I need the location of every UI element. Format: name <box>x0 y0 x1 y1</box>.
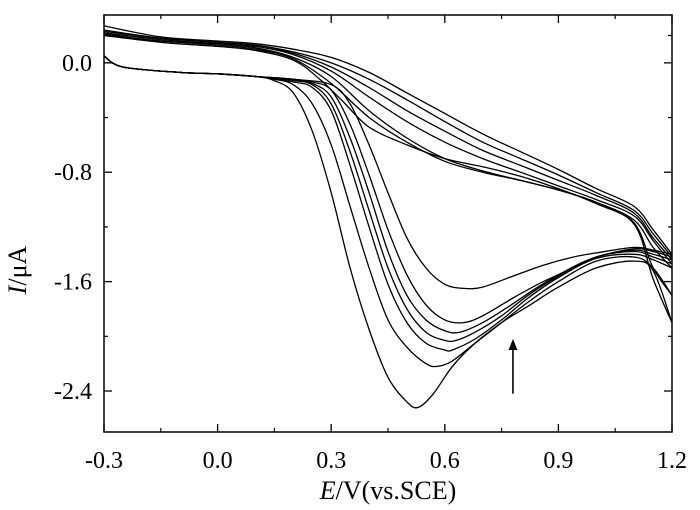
ticks-group: -0.3 0.0 0.3 0.6 0.9 1.2 0.0 -0.8 -1.6 -2.4 <box>54 15 687 474</box>
x-tick-label: 0.0 <box>203 448 233 474</box>
arrow-annotation <box>508 339 518 394</box>
plot-frame <box>103 14 673 433</box>
arrow-head <box>508 339 518 351</box>
cv-curve-3-reverse-scan <box>103 33 673 269</box>
x-tick-label: -0.3 <box>85 448 123 474</box>
y-tick-label: 0.0 <box>62 51 92 77</box>
cv-curve-3-forward-scan <box>103 55 673 352</box>
x-tick-label: 1.2 <box>657 448 687 474</box>
y-axis-label: I/μA <box>3 245 32 295</box>
cv-curve-4-reverse-scan <box>103 32 673 265</box>
x-tick-label: 0.9 <box>543 448 573 474</box>
cv-curve-2-forward-scan <box>103 55 673 368</box>
cv-curve-5-forward-scan <box>103 55 673 334</box>
y-tick-label: -0.8 <box>54 160 92 186</box>
cv-curve-6-reverse-scan <box>103 29 673 258</box>
cv-curve-1-forward-scan <box>103 55 673 409</box>
x-axis-label: E/V(vs.SCE) <box>319 476 457 505</box>
curves-group <box>103 25 673 409</box>
x-tick-label: 0.3 <box>316 448 346 474</box>
cv-curve-1-reverse-scan <box>103 34 673 323</box>
y-tick-label: -1.6 <box>54 270 92 296</box>
cv-curve-7-reverse-scan <box>103 25 673 255</box>
cv-curve-5-reverse-scan <box>103 30 673 261</box>
cv-curve-7-forward-scan <box>103 55 673 290</box>
y-tick-label: -2.4 <box>54 379 92 405</box>
x-tick-label: 0.6 <box>430 448 460 474</box>
cv-curve-2-reverse-scan <box>103 34 673 296</box>
